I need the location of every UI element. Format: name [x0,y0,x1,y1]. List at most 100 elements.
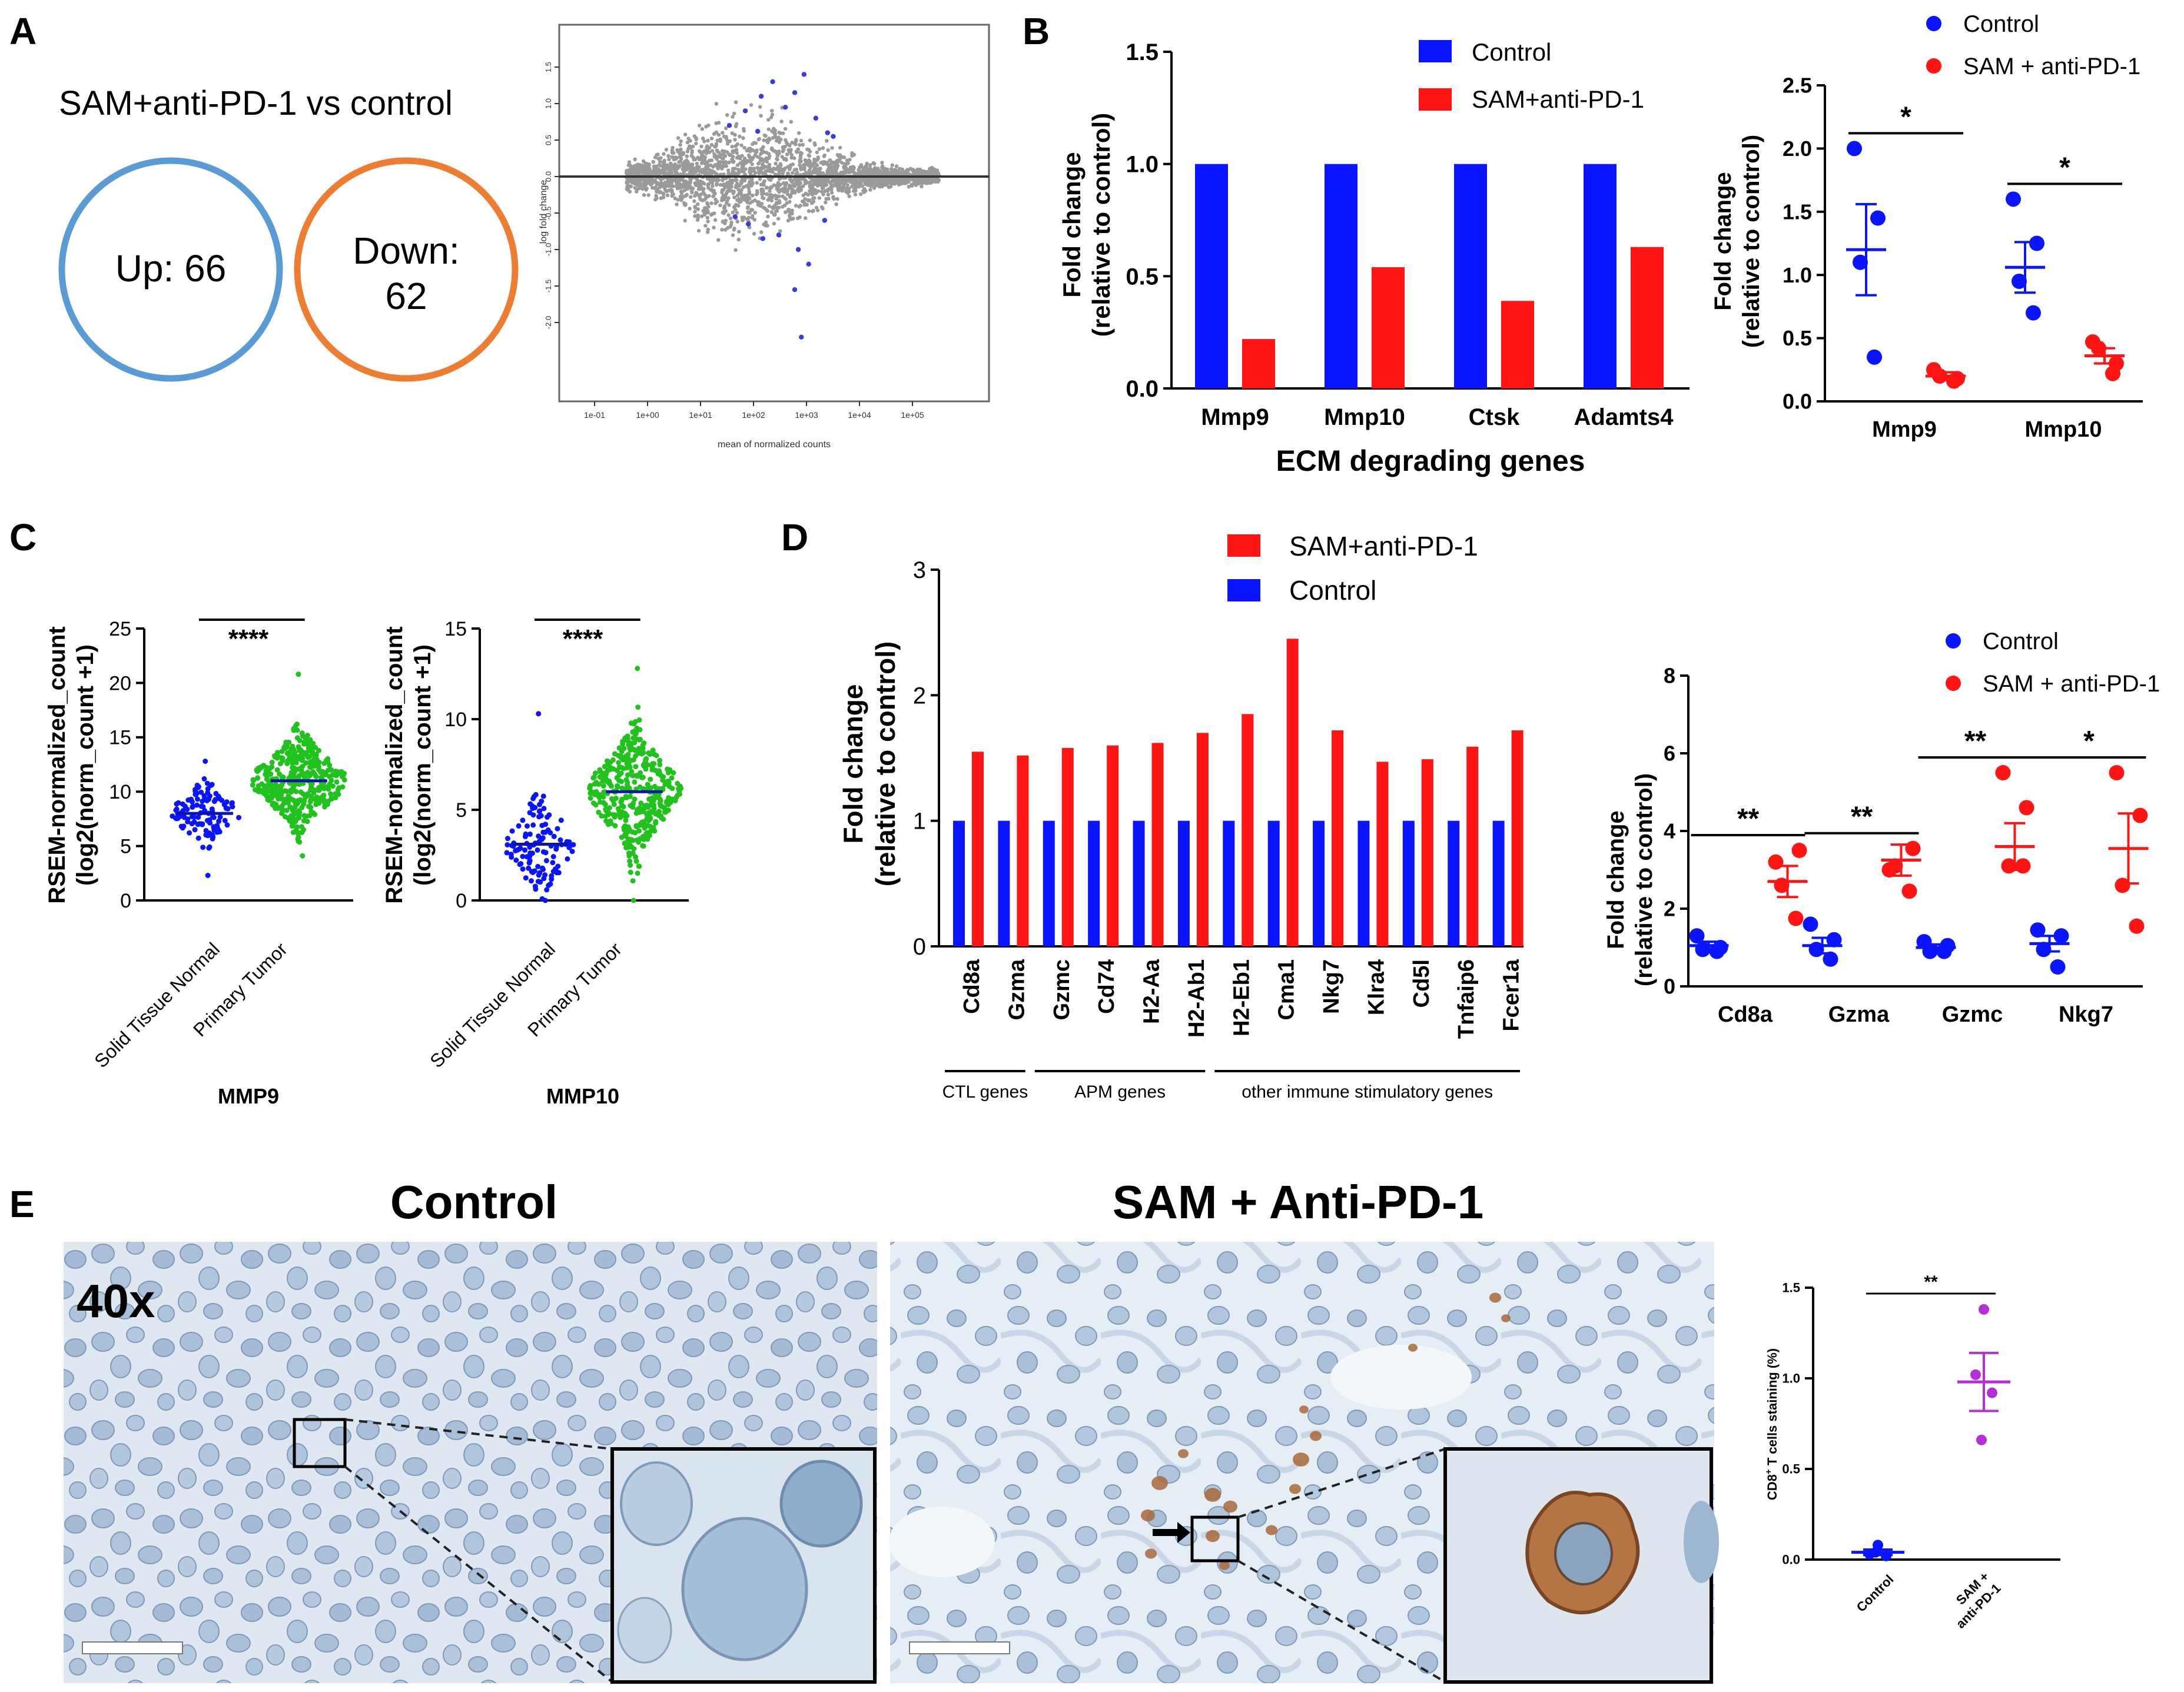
c-mmp10-point [675,780,681,786]
c-mmp10-y-tick-label: 0 [456,890,467,912]
c-mmp10-point [676,788,682,794]
c-mmp9-point [307,813,313,819]
b-dot-point [1870,210,1886,226]
ma-point [665,193,670,197]
ma-point [760,192,764,196]
ma-point [704,151,709,155]
c-mmp10-point [636,737,642,743]
ma-point [828,158,832,162]
c-mmp9-point [198,821,204,827]
ma-point [808,138,812,142]
d-bar-sam [1421,759,1433,946]
ma-significant-point [792,287,798,292]
control-inset-cell [779,1460,863,1548]
c-mmp10-point [557,837,563,843]
ma-point [826,192,831,197]
c-mmp10-point [636,750,642,756]
ma-point [626,163,631,167]
d-group-label: APM genes [1074,1082,1166,1102]
c-mmp10-point [666,780,672,786]
ma-point [792,156,796,160]
c-mmp10-point [539,896,545,902]
ma-point [683,218,687,223]
ma-point [653,180,658,184]
ma-point [732,111,736,116]
ma-point [688,164,692,168]
ma-point [751,148,755,152]
ma-point [716,132,721,137]
ma-point [734,148,739,152]
d-dot-point [2030,922,2046,938]
ma-point [887,185,891,190]
ma-point [863,178,867,182]
c-mmp10-point [542,872,548,878]
ma-point [779,137,783,142]
ma-point [835,182,839,187]
ma-point [789,217,794,221]
c-mmp10-point [612,814,618,820]
ma-point [742,157,747,161]
c-mmp10-point [627,843,633,849]
sam-tissue-gap [889,1507,995,1577]
c-mmp10-point [669,786,675,792]
c-mmp10-point [539,836,545,842]
ma-point [730,144,734,149]
ma-point [934,177,939,181]
ma-point [765,185,769,190]
c-mmp9-point [297,747,303,753]
ma-point [811,182,816,187]
ma-point [836,159,840,163]
ma-point [850,151,854,155]
c-mmp10-sig: **** [563,624,603,653]
ma-y-tick-label: 0.5 [544,135,553,145]
d-bar-sam [1286,639,1299,946]
panel-label-b: B [1023,10,1050,52]
d-bar-category: H2-Eb1 [1229,959,1254,1036]
d-group-label: other immune stimulatory genes [1242,1082,1493,1102]
ma-point [745,193,750,197]
ma-point [785,192,790,197]
cd8-stain [1489,1292,1501,1303]
c-mmp10-title: MMP10 [546,1084,619,1108]
c-mmp10-point [637,805,643,811]
c-mmp10-point [520,866,526,872]
ma-point [645,162,649,167]
d-dot-legend-control-marker [1946,633,1961,649]
ma-point [682,185,687,189]
c-mmp9-point [290,769,296,774]
c-mmp10-point [603,813,609,819]
ma-point [819,190,824,194]
c-mmp10-y-tick-label: 5 [456,799,467,822]
venn-down-circle [294,157,519,382]
c-mmp9-point [222,817,228,823]
ma-point [693,204,697,209]
ma-point [700,127,705,131]
ma-point [737,197,741,201]
c-mmp10-point [504,842,510,847]
ma-point [640,171,645,175]
ma-point [628,190,632,194]
ma-point [790,190,795,194]
ma-point [922,178,927,182]
ma-point [730,131,735,135]
b-dot-y-tick-label: 0.5 [1783,326,1812,350]
d-dot-point [1788,910,1804,926]
ma-point [790,208,794,212]
b-bar-sam [1372,267,1405,388]
ma-point [895,178,900,182]
c-mmp10-point [648,785,653,791]
b-bar-control [1584,164,1617,388]
e-dot-y-tick-label: 1.5 [1782,1281,1800,1295]
c-mmp10-point [600,775,606,780]
c-mmp9-point [181,823,187,829]
c-mmp9-point [174,816,180,822]
ma-point [821,146,825,150]
ma-significant-point [795,247,801,252]
ma-point [762,158,766,162]
e-dot-point [1979,1304,1989,1315]
ma-point [738,134,742,139]
ma-point [788,167,792,171]
c-mmp9-point [301,799,307,805]
ma-point [652,171,656,175]
c-mmp9-point [224,822,230,828]
